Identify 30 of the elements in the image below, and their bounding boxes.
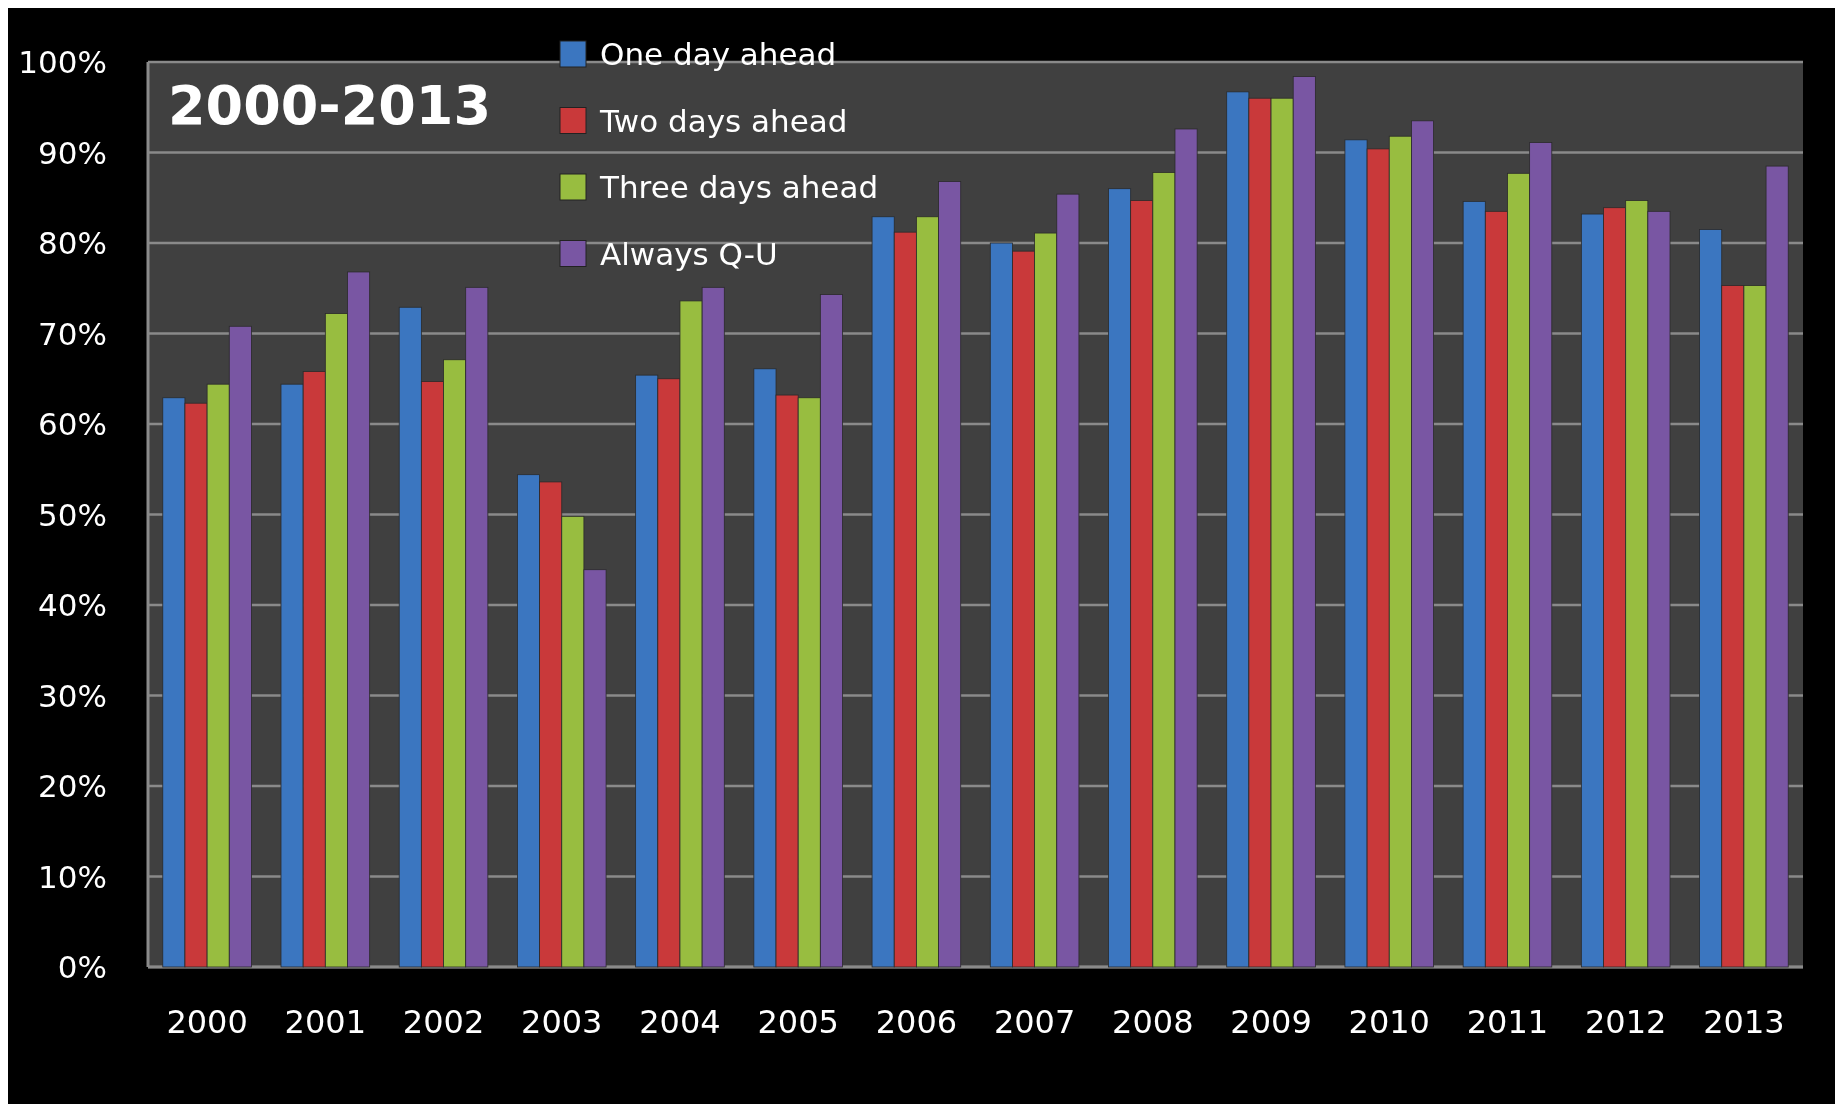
legend-label: One day ahead (600, 36, 837, 72)
x-tick-label: 2011 (1466, 1003, 1549, 1041)
legend-label: Three days ahead (599, 169, 879, 205)
x-tick-label: 2004 (639, 1003, 721, 1041)
y-tick-label: 30% (38, 677, 107, 714)
chart-title: 2000-2013 (168, 74, 491, 137)
y-tick-label: 20% (38, 768, 107, 804)
x-tick-label: 2012 (1584, 1003, 1667, 1041)
legend-label: Two days ahead (599, 102, 848, 139)
x-tick-label: 2009 (1230, 1003, 1312, 1041)
x-tick-label: 2007 (993, 1003, 1076, 1041)
y-tick-label: 60% (38, 406, 107, 442)
y-tick-label: 10% (38, 858, 107, 895)
x-tick-label: 2001 (284, 1003, 367, 1041)
y-tick-label: 100% (18, 44, 107, 80)
x-tick-label: 2010 (1348, 1003, 1430, 1041)
y-tick-label: 70% (38, 315, 107, 352)
y-tick-label: 80% (38, 225, 107, 261)
x-tick-label: 2003 (521, 1003, 603, 1041)
y-tick-label: 90% (38, 134, 107, 171)
legend-label: Always Q-U (600, 235, 778, 272)
x-tick-label: 2002 (402, 1003, 485, 1041)
x-tick-label: 2008 (1112, 1003, 1194, 1041)
y-tick-label: 0% (57, 949, 107, 985)
x-tick-label: 2006 (875, 1003, 958, 1041)
x-tick-label: 2005 (757, 1003, 839, 1041)
x-tick-label: 2013 (1703, 1003, 1785, 1041)
x-tick-label: 2000 (166, 1003, 248, 1041)
y-tick-label: 40% (38, 587, 107, 623)
y-tick-label: 50% (38, 496, 107, 533)
